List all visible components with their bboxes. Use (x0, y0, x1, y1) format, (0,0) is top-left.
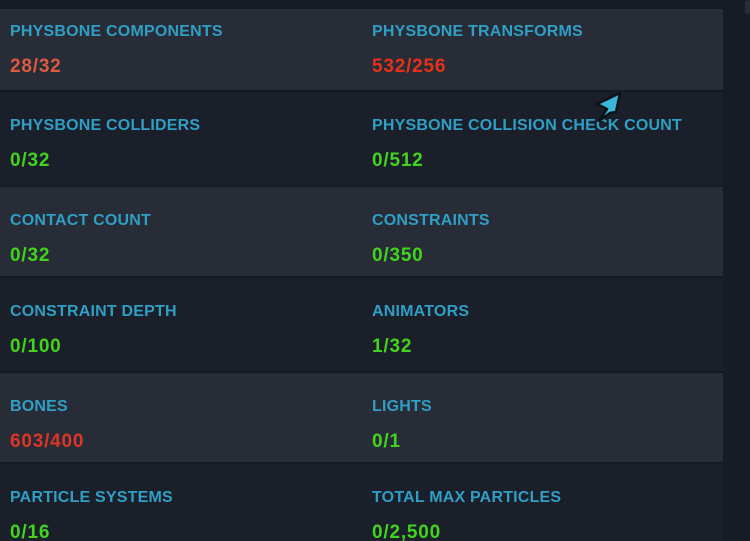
stats-row-5: BONES 603/400 LIGHTS 0/1 (0, 371, 723, 464)
stat-physbone-colliders: PHYSBONE COLLIDERS 0/32 (10, 116, 372, 185)
stat-physbone-components: PHYSBONE COMPONENTS 28/32 (10, 22, 372, 90)
stat-particle-systems: PARTICLE SYSTEMS 0/16 (10, 488, 372, 541)
scrollbar-thumb[interactable] (745, 0, 750, 14)
stat-value: 28/32 (10, 56, 62, 77)
stat-value: 0/32 (10, 150, 51, 171)
stats-row-3: CONTACT COUNT 0/32 CONSTRAINTS 0/350 (0, 185, 723, 278)
stat-physbone-transforms: PHYSBONE TRANSFORMS 532/256 (372, 22, 723, 90)
stats-row-6: PARTICLE SYSTEMS 0/16 TOTAL MAX PARTICLE… (0, 464, 723, 541)
stats-row-2: PHYSBONE COLLIDERS 0/32 PHYSBONE COLLISI… (0, 92, 723, 185)
stat-value: 0/512 (372, 150, 424, 171)
stat-value: 0/1 (372, 431, 401, 452)
stat-label: LIGHTS (372, 398, 432, 415)
stat-value: 1/32 (372, 336, 413, 357)
stat-value: 0/350 (372, 245, 424, 266)
stat-label: PHYSBONE TRANSFORMS (372, 23, 583, 40)
stat-physbone-collision-check-count: PHYSBONE COLLISION CHECK COUNT 0/512 (372, 116, 723, 185)
stat-label: PARTICLE SYSTEMS (10, 489, 173, 506)
stat-label: BONES (10, 398, 68, 415)
stat-value: 0/100 (10, 336, 62, 357)
stat-label: PHYSBONE COLLISION CHECK COUNT (372, 117, 683, 134)
stat-label: PHYSBONE COLLIDERS (10, 117, 201, 134)
stat-constraints: CONSTRAINTS 0/350 (372, 211, 723, 276)
stat-label: PHYSBONE COMPONENTS (10, 23, 223, 40)
stat-value: 0/2,500 (372, 522, 441, 541)
stat-label: ANIMATORS (372, 303, 470, 320)
stat-total-max-particles: TOTAL MAX PARTICLES 0/2,500 (372, 488, 723, 541)
stat-bones: BONES 603/400 (10, 397, 372, 462)
stat-label: CONSTRAINTS (372, 212, 490, 229)
stats-row-4: CONSTRAINT DEPTH 0/100 ANIMATORS 1/32 (0, 278, 723, 371)
stat-lights: LIGHTS 0/1 (372, 397, 723, 462)
stats-list: PHYSBONE COMPONENTS 28/32 PHYSBONE TRANS… (0, 7, 723, 541)
stat-value: 0/32 (10, 245, 51, 266)
stat-value: 532/256 (372, 56, 447, 77)
stat-animators: ANIMATORS 1/32 (372, 302, 723, 371)
stat-value: 0/16 (10, 522, 51, 541)
stat-value: 603/400 (10, 431, 85, 452)
stat-label: CONSTRAINT DEPTH (10, 303, 177, 320)
stat-label: CONTACT COUNT (10, 212, 151, 229)
stat-constraint-depth: CONSTRAINT DEPTH 0/100 (10, 302, 372, 371)
stat-label: TOTAL MAX PARTICLES (372, 489, 562, 506)
stat-contact-count: CONTACT COUNT 0/32 (10, 211, 372, 276)
stats-row-1: PHYSBONE COMPONENTS 28/32 PHYSBONE TRANS… (0, 7, 723, 92)
